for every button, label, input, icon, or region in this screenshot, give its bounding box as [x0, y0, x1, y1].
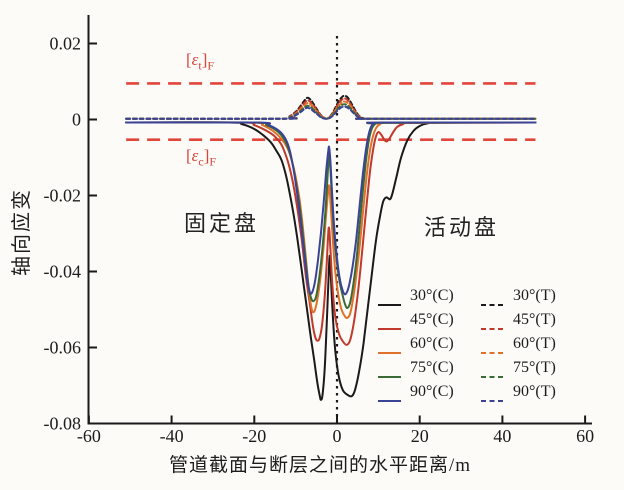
outer-subscript: F — [209, 154, 217, 169]
legend-swatch-solid — [378, 342, 401, 354]
epsilon-subscript: t — [198, 58, 202, 73]
legend-swatch-solid — [378, 366, 401, 378]
epsilon-symbol: ε — [191, 146, 199, 165]
legend-label-tension: 60°(T) — [513, 335, 556, 352]
legend-label-compression: 75°(C) — [410, 359, 454, 376]
y-tick-label: 0.02 — [50, 34, 82, 54]
y-tick-label: -0.04 — [44, 262, 82, 282]
legend-row: 60°(C) 60°(T) — [378, 332, 556, 356]
legend-row: 75°(C) 75°(T) — [378, 356, 556, 380]
legend-swatch-solid — [378, 294, 401, 306]
outer-subscript: F — [207, 58, 215, 73]
legend-label-tension: 75°(T) — [513, 359, 556, 376]
y-axis-title: 轴向应变 — [11, 188, 33, 276]
legend-label-compression: 30°(C) — [410, 287, 454, 304]
epsilon-subscript: c — [198, 154, 204, 169]
legend-swatch-dashed — [481, 366, 504, 378]
y-tick-label: 0 — [72, 110, 81, 130]
bracket-close: ] — [203, 146, 210, 165]
series-45c — [125, 121, 537, 346]
legend-label-compression: 90°(C) — [410, 383, 454, 400]
legend-swatch-dashed — [481, 318, 504, 330]
legend-label-compression: 45°(C) — [410, 311, 454, 328]
legend-swatch-dashed — [481, 294, 504, 306]
bracket-open: [ — [186, 146, 192, 165]
x-tick-label: 60 — [576, 426, 594, 446]
x-tick-label: 20 — [411, 426, 429, 446]
legend-row: 30°(C) 30°(T) — [378, 284, 556, 308]
compressive-limit-label: [εc]F — [186, 146, 216, 169]
bracket-close: ] — [201, 50, 208, 69]
y-tick-label: -0.08 — [44, 414, 82, 434]
legend-swatch-solid — [378, 390, 401, 402]
x-axis-title: 管道截面与断层之间的水平距离/m — [168, 455, 472, 476]
series-90c — [125, 121, 537, 296]
legend-label-tension: 45°(T) — [513, 311, 556, 328]
legend-label-tension: 30°(T) — [513, 287, 556, 304]
x-tick-label: 0 — [333, 426, 342, 446]
epsilon-symbol: ε — [191, 50, 199, 69]
y-tick-label: -0.02 — [44, 186, 82, 206]
x-tick-label: 40 — [493, 426, 511, 446]
series-90t — [125, 105, 537, 120]
moving-wall-annotation: 活动盘 — [424, 215, 500, 240]
legend-swatch-solid — [378, 318, 401, 330]
x-tick-label: -60 — [77, 426, 101, 446]
legend-label-compression: 60°(C) — [410, 335, 454, 352]
fixed-wall-annotation: 固定盘 — [184, 211, 260, 236]
legend: 30°(C) 30°(T) 45°(C) 45°(T) 60°(C) 60°(T) 75°(… — [378, 284, 556, 404]
legend-row: 45°(C) 45°(T) — [378, 308, 556, 332]
bracket-open: [ — [186, 50, 192, 69]
legend-swatch-dashed — [481, 342, 504, 354]
x-tick-label: -20 — [242, 426, 266, 446]
series-30c — [125, 121, 537, 401]
legend-label-tension: 90°(T) — [513, 383, 556, 400]
x-tick-label: -40 — [160, 426, 184, 446]
tensile-limit-label: [εt]F — [186, 50, 214, 73]
legend-row: 90°(C) 90°(T) — [378, 380, 556, 404]
legend-swatch-dashed — [481, 390, 504, 402]
y-tick-label: -0.06 — [44, 338, 82, 358]
